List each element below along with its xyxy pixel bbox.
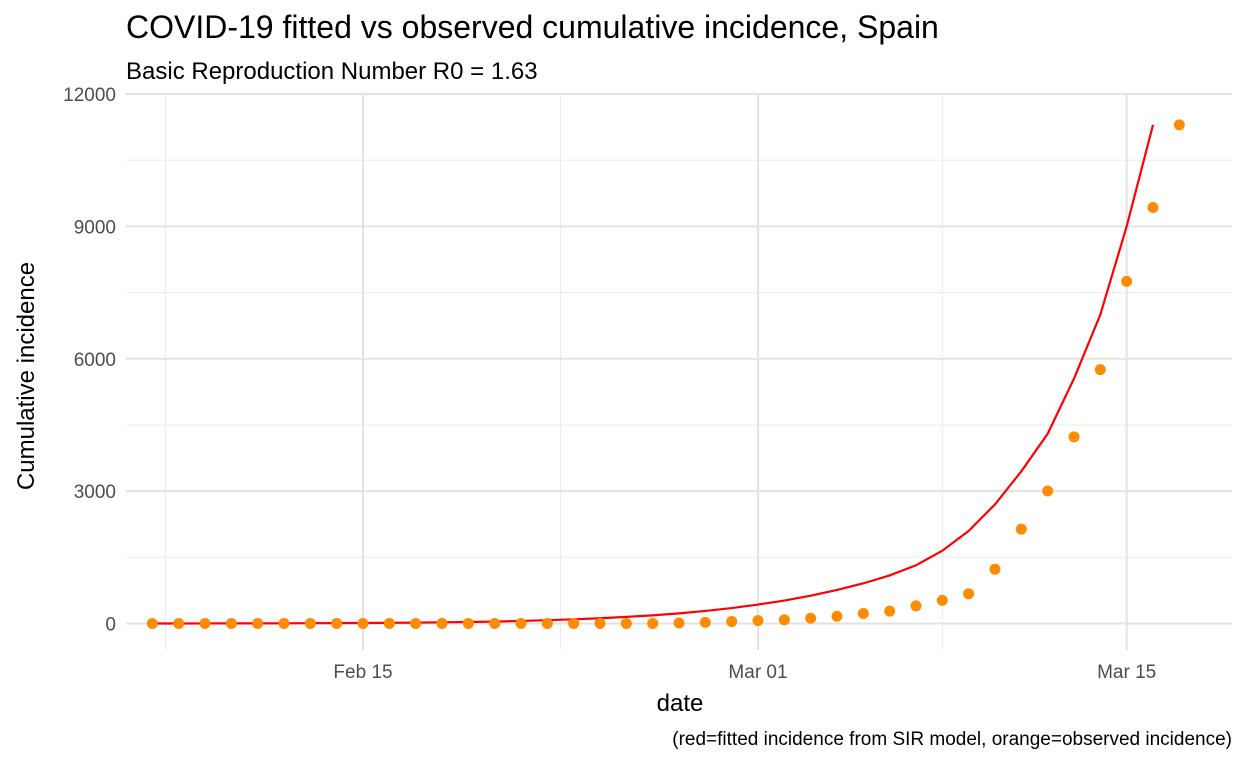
y-axis-title: Cumulative incidence — [13, 262, 40, 490]
x-axis-ticks: Feb 15 Mar 01 Mar 15 — [333, 662, 1156, 683]
observed-incidence-point — [357, 617, 369, 629]
observed-incidence-point — [278, 617, 290, 629]
observed-incidence-point — [225, 617, 237, 629]
observed-incidence-point — [805, 612, 817, 624]
chart-title: COVID-19 fitted vs observed cumulative i… — [126, 9, 939, 45]
observed-incidence-point — [331, 617, 343, 629]
observed-incidence-point — [936, 594, 948, 606]
observed-incidence-point — [989, 563, 1001, 575]
observed-incidence-point — [726, 616, 738, 628]
x-tick-label: Feb 15 — [333, 662, 392, 683]
x-axis-title: date — [657, 690, 704, 717]
observed-incidence-point — [146, 617, 158, 629]
observed-incidence-point — [1147, 201, 1159, 213]
observed-incidence-point — [541, 617, 553, 629]
observed-incidence-point — [252, 617, 264, 629]
grid — [126, 93, 1232, 650]
observed-incidence-point — [673, 617, 685, 629]
observed-incidence-point — [1068, 431, 1080, 443]
observed-incidence-point — [752, 615, 764, 627]
observed-incidence-point — [1121, 275, 1133, 287]
observed-incidence-point — [857, 607, 869, 619]
observed-incidence-point — [489, 617, 501, 629]
y-tick-label: 9000 — [74, 217, 116, 238]
observed-incidence-point — [383, 617, 395, 629]
observed-incidence-point — [699, 616, 711, 628]
observed-incidence-point — [173, 617, 185, 629]
observed-incidence-point — [778, 614, 790, 626]
y-tick-label: 12000 — [63, 85, 116, 106]
observed-incidence-point — [304, 617, 316, 629]
observed-incidence-point — [884, 605, 896, 617]
observed-incidence-point — [831, 610, 843, 622]
y-tick-label: 0 — [105, 615, 116, 636]
observed-incidence-point — [594, 617, 606, 629]
x-tick-label: Mar 15 — [1097, 662, 1156, 683]
observed-incidence-point — [515, 617, 527, 629]
chart-subtitle: Basic Reproduction Number R0 = 1.63 — [126, 58, 538, 85]
observed-incidence-point — [568, 617, 580, 629]
y-tick-label: 6000 — [74, 350, 116, 371]
fitted-incidence-line — [152, 124, 1155, 625]
y-axis-ticks: 0 3000 6000 9000 12000 — [63, 85, 116, 636]
x-tick-label: Mar 01 — [728, 662, 787, 683]
series — [146, 119, 1185, 629]
observed-incidence-point — [620, 617, 632, 629]
observed-incidence-point — [1042, 485, 1054, 497]
observed-incidence-point — [1015, 523, 1027, 535]
observed-incidence-point — [199, 617, 211, 629]
observed-incidence-point — [647, 617, 659, 629]
observed-incidence-point — [963, 588, 975, 600]
observed-incidence-point — [462, 617, 474, 629]
chart-caption: (red=fitted incidence from SIR model, or… — [672, 729, 1232, 750]
observed-incidence-point — [410, 617, 422, 629]
observed-incidence-point — [1094, 364, 1106, 376]
observed-incidence-point — [910, 600, 922, 612]
observed-incidence-point — [436, 617, 448, 629]
y-tick-label: 3000 — [74, 482, 116, 503]
observed-incidence-point — [1173, 119, 1185, 131]
